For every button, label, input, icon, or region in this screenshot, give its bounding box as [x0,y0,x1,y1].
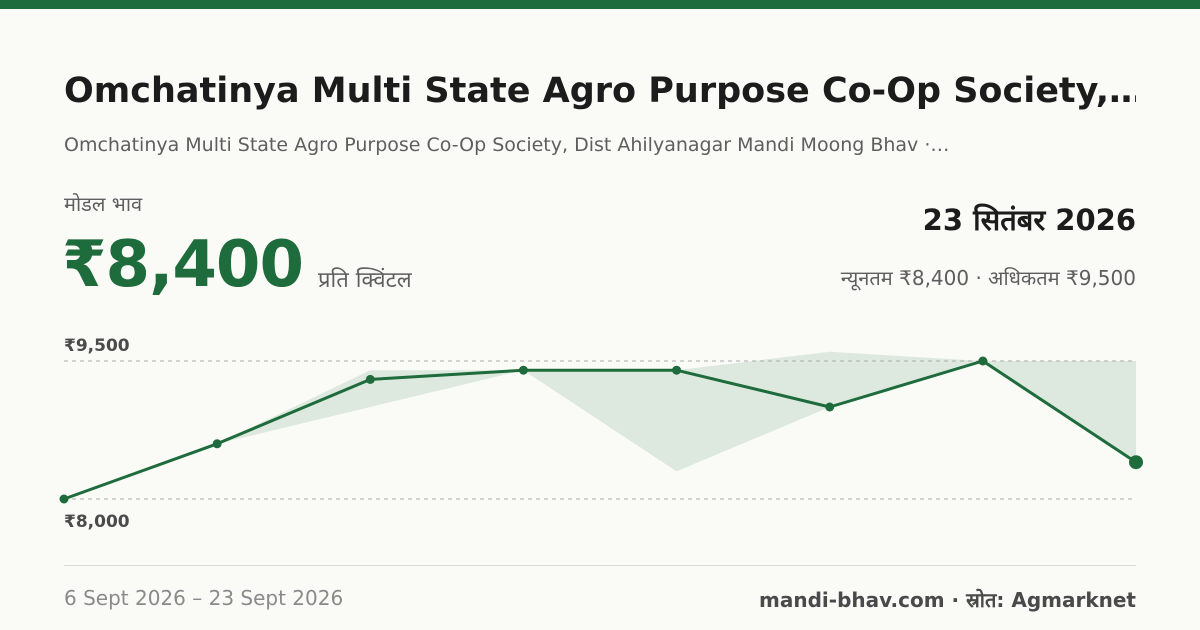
price-series-line [63,359,1137,501]
y-tick-label-max: ₹9,500 [64,336,130,356]
page-title: Omchatinya Multi State Agro Purpose Co-O… [64,71,1136,111]
data-point [365,374,375,384]
data-point [672,365,682,375]
price-unit: प्रति क्विंटल [318,268,412,293]
footer-divider [64,565,1136,566]
data-point [518,365,528,375]
footer-credit: mandi-bhav.com · स्रोत: Agmarknet [759,588,1136,612]
data-point [1129,455,1143,470]
price-series-points [59,356,1143,504]
y-tick-label-min: ₹8,000 [64,512,130,532]
footer-date-range: 6 Sept 2026 – 23 Sept 2026 [64,586,344,610]
price-date: 23 सितंबर 2026 [922,203,1136,237]
min-max-range: न्यूनतम ₹8,400 · अधिकतम ₹9,500 [840,266,1136,290]
price-line-chart: ₹9,500 ₹8,000 [59,336,1143,532]
min-max-band [64,351,1136,499]
data-point [825,402,835,412]
data-point [59,494,69,504]
model-price-label: मोडल भाव [64,192,143,216]
data-point [978,356,988,366]
data-point [212,439,222,449]
top-accent-bar [0,0,1200,9]
page-subtitle: Omchatinya Multi State Agro Purpose Co-O… [64,134,950,156]
model-price-value: ₹8,400 [62,228,304,302]
